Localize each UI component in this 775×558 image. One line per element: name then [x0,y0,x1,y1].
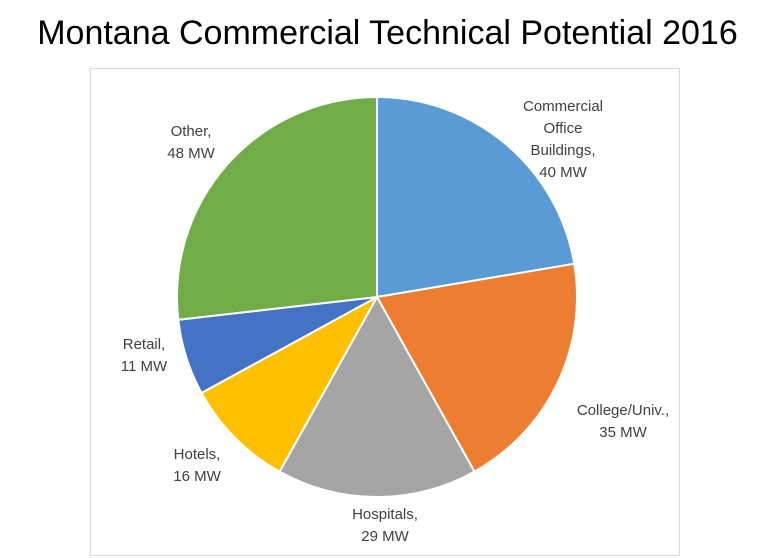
chart-title: Montana Commercial Technical Potential 2… [37,14,738,52]
slice-label-commercial-office-buildings: Commercial Office Buildings, 40 MW [523,98,603,181]
slice-label-hospitals: Hospitals, 29 MW [352,506,418,545]
slice-label-college-univ: College/Univ., 35 MW [577,402,669,441]
pie-slice-college-univ [375,262,578,474]
pie-slice-other [176,95,378,321]
pie-slice-hotels [200,294,380,474]
slice-label-other: Other, 48 MW [167,123,215,162]
slice-label-hotels: Hotels, 16 MW [173,446,221,485]
pie-slice-hospitals [278,294,476,499]
pie-slice-commercial-office-buildings [376,95,576,299]
slice-label-retail: Retail, 11 MW [121,336,168,375]
